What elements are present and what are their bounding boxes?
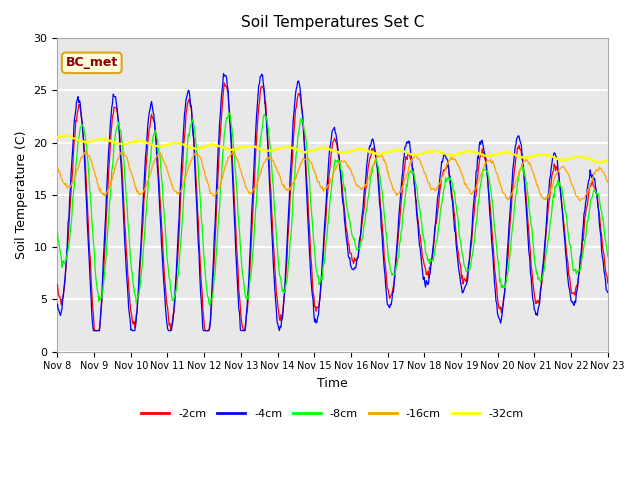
Title: Soil Temperatures Set C: Soil Temperatures Set C: [241, 15, 424, 30]
Text: BC_met: BC_met: [66, 56, 118, 69]
X-axis label: Time: Time: [317, 377, 348, 390]
Legend: -2cm, -4cm, -8cm, -16cm, -32cm: -2cm, -4cm, -8cm, -16cm, -32cm: [137, 404, 528, 423]
Y-axis label: Soil Temperature (C): Soil Temperature (C): [15, 131, 28, 259]
